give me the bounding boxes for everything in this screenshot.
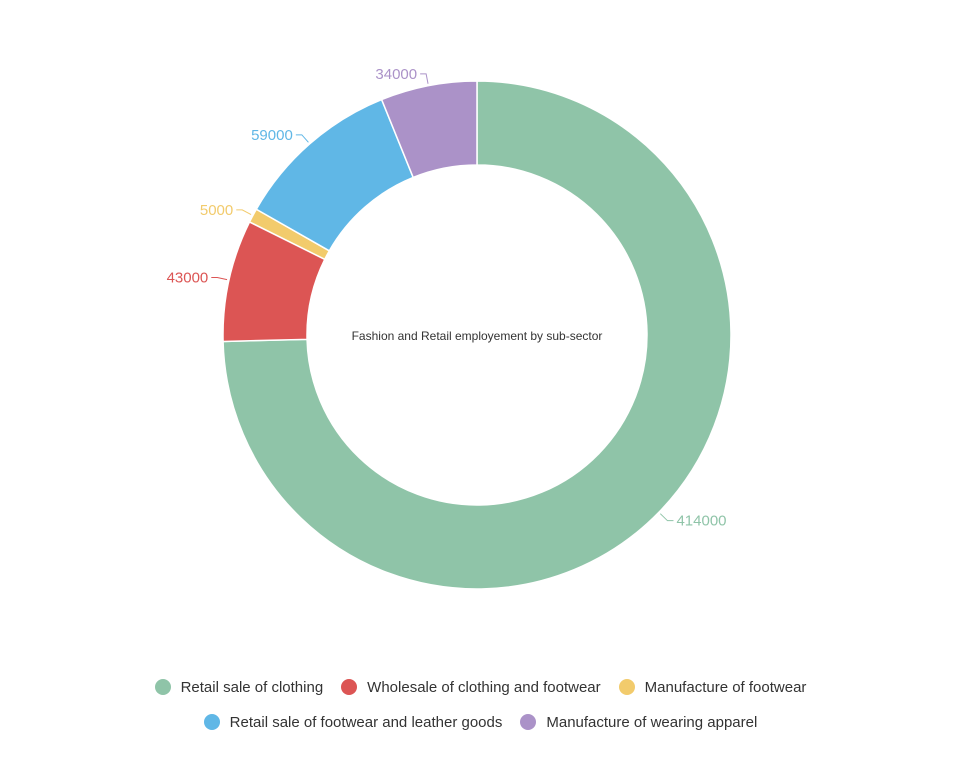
legend-label: Retail sale of footwear and leather good… bbox=[229, 713, 503, 731]
legend-label: Manufacture of wearing apparel bbox=[546, 713, 758, 731]
chart-title: Fashion and Retail employement by sub-se… bbox=[352, 329, 603, 343]
legend-item[interactable]: Retail sale of clothing bbox=[154, 678, 324, 696]
slice-data-labels: 414000 43000 5000 59000 34000 bbox=[167, 66, 727, 530]
label-leader-lines bbox=[211, 73, 674, 522]
donut-slice[interactable] bbox=[222, 80, 732, 590]
slice-data-label: 34000 bbox=[375, 66, 417, 83]
label-leader-line bbox=[420, 73, 429, 84]
legend-row: Retail sale of footwear and leather good… bbox=[0, 707, 961, 737]
donut-chart-svg: 414000 43000 5000 59000 34000 Fashion and Re… bbox=[167, 66, 732, 590]
legend-swatch bbox=[203, 714, 220, 730]
label-leader-line bbox=[236, 209, 252, 216]
slice-data-label: 59000 bbox=[251, 127, 293, 144]
legend-swatch bbox=[154, 679, 171, 695]
label-leader-line bbox=[659, 513, 674, 522]
slice-data-label: 5000 bbox=[200, 202, 233, 219]
legend-swatch bbox=[520, 714, 537, 730]
legend-label: Retail sale of clothing bbox=[180, 678, 324, 696]
legend-label: Wholesale of clothing and footwear bbox=[367, 678, 601, 696]
label-leader-line bbox=[211, 276, 228, 281]
legend-swatch bbox=[341, 679, 358, 695]
legend-item[interactable]: Wholesale of clothing and footwear bbox=[341, 678, 601, 696]
chart-legend: Retail sale of clothing Wholesale of clot… bbox=[0, 672, 961, 742]
legend-item[interactable]: Manufacture of wearing apparel bbox=[520, 714, 757, 731]
donut-slices bbox=[222, 80, 732, 590]
slice-data-label: 43000 bbox=[167, 269, 209, 286]
legend-label: Manufacture of footwear bbox=[644, 678, 807, 696]
donut-slice[interactable] bbox=[380, 80, 478, 179]
legend-row: Retail sale of clothing Wholesale of clot… bbox=[0, 672, 961, 702]
slice-data-label: 414000 bbox=[676, 513, 726, 530]
label-leader-line bbox=[295, 134, 309, 143]
legend-item[interactable]: Manufacture of footwear bbox=[618, 678, 807, 696]
legend-swatch bbox=[618, 679, 635, 695]
legend-item[interactable]: Retail sale of footwear and leather good… bbox=[203, 713, 503, 731]
